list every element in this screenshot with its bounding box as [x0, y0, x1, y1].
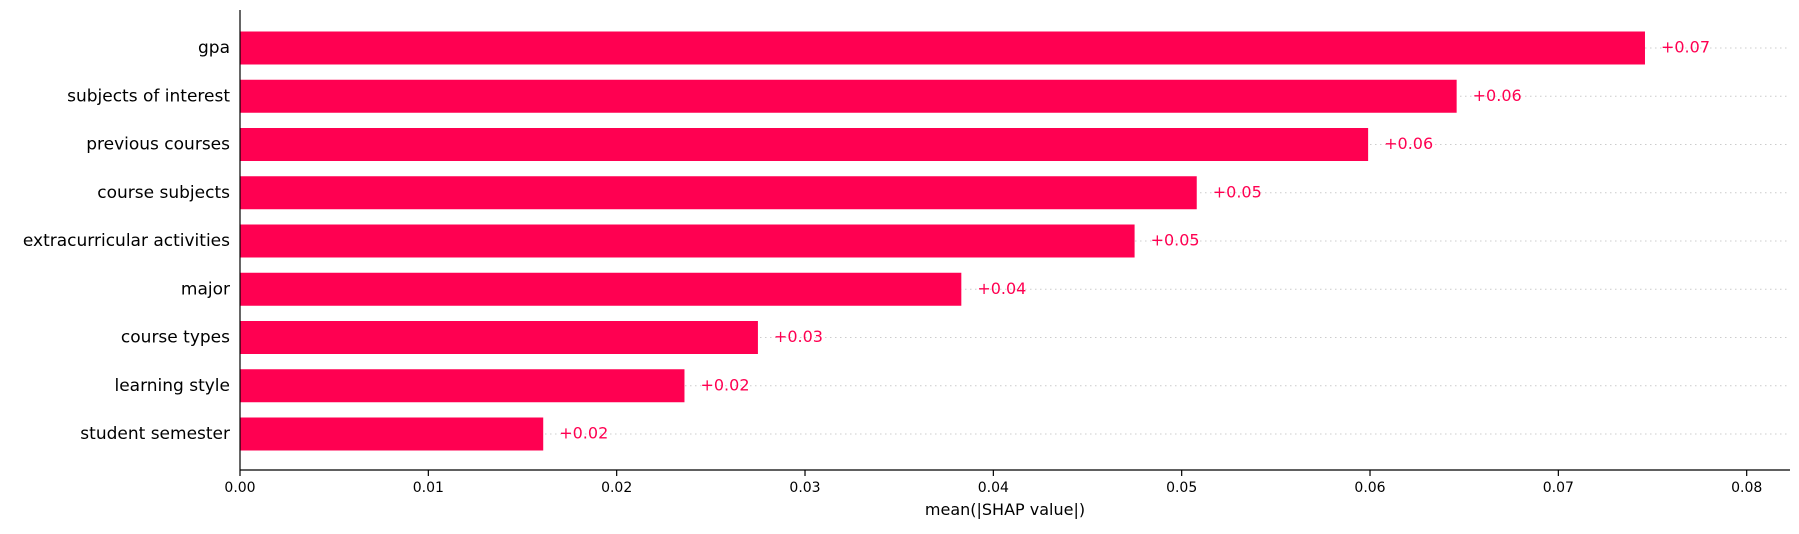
- x-tick-label: 0.01: [413, 480, 444, 496]
- value-label: +0.05: [1213, 182, 1262, 201]
- bar-course-types: [240, 321, 758, 354]
- x-tick-label: 0.03: [789, 480, 820, 496]
- value-label: +0.03: [774, 327, 823, 346]
- value-label: +0.05: [1151, 231, 1200, 250]
- category-label: course types: [121, 328, 230, 348]
- x-tick-label: 0.07: [1543, 480, 1574, 496]
- category-label: student semester: [80, 424, 230, 444]
- bar-subjects-of-interest: [240, 79, 1457, 113]
- x-tick-label: 0.05: [1166, 480, 1197, 496]
- category-label: learning style: [114, 376, 230, 396]
- x-tick-label: 0.02: [601, 480, 632, 496]
- axes: [239, 10, 1790, 471]
- value-label: +0.04: [977, 279, 1026, 298]
- category-label: subjects of interest: [67, 86, 230, 106]
- value-labels: +0.07 +0.06 +0.06 +0.05 +0.05 +0.04 +0.03 +0.02…: [559, 38, 1710, 443]
- x-tick-label: 0.08: [1731, 480, 1762, 496]
- value-label: +0.02: [559, 424, 608, 443]
- category-label: extracurricular activities: [23, 231, 230, 251]
- bars: [240, 31, 1645, 451]
- value-label: +0.07: [1661, 38, 1710, 57]
- bar-course-subjects: [240, 176, 1197, 210]
- category-label: previous courses: [86, 135, 230, 155]
- bar-major: [240, 272, 962, 306]
- category-labels: gpa subjects of interest previous courses c…: [23, 38, 230, 444]
- bar-learning-style: [240, 369, 685, 403]
- category-label: gpa: [198, 38, 230, 58]
- category-label: course subjects: [97, 183, 230, 203]
- x-ticks: 0.00 0.01 0.02 0.03 0.04 0.05 0.06 0.07 0.08: [224, 470, 1762, 496]
- bar-student-semester: [240, 417, 544, 451]
- x-tick-label: 0.06: [1354, 480, 1385, 496]
- x-axis-title: mean(|SHAP value|): [925, 500, 1085, 519]
- category-label: major: [181, 279, 230, 299]
- value-label: +0.06: [1473, 86, 1522, 105]
- x-tick-label: 0.04: [978, 480, 1009, 496]
- value-label: +0.02: [700, 375, 749, 394]
- x-tick-label: 0.00: [224, 480, 255, 496]
- bar-extracurricular-activities: [240, 224, 1135, 258]
- bar-previous-courses: [240, 128, 1369, 161]
- value-label: +0.06: [1384, 134, 1433, 153]
- bar-gpa: [240, 31, 1645, 65]
